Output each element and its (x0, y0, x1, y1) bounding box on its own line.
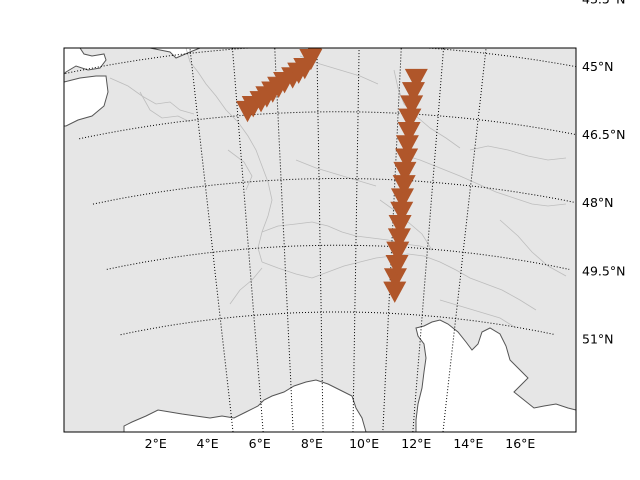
latitude-tick-label: 43.5°N (582, 0, 625, 6)
parallel-line (92, 178, 576, 205)
border-line (229, 267, 263, 305)
border-line (139, 91, 191, 123)
coastline-segment (415, 319, 576, 432)
parallel-line (120, 311, 556, 336)
parallel-line (52, 0, 625, 8)
border-line (227, 149, 253, 191)
border-line (379, 199, 433, 251)
coastline (64, 48, 576, 432)
border-line (499, 219, 567, 277)
longitude-tick-label: 16°E (505, 436, 535, 451)
border-line (469, 145, 567, 161)
mediterranean-sea (124, 380, 366, 432)
border-line (439, 299, 517, 329)
track-marker-triangle (404, 68, 428, 91)
adriatic-sea (416, 320, 576, 432)
border-line (295, 159, 377, 187)
sea-layer (64, 48, 576, 432)
longitude-tick-label: 12°E (401, 436, 431, 451)
track-marker-triangle (307, 48, 323, 62)
longitude-tick-label: 4°E (197, 436, 219, 451)
map-frame (63, 47, 577, 433)
latitude-tick-label: 46.5°N (582, 127, 625, 142)
longitude-tick-label: 10°E (349, 436, 379, 451)
coastline-segment (149, 48, 201, 59)
longitude-tick-label: 14°E (453, 436, 483, 451)
coastline-segment (64, 75, 109, 127)
map-area (52, 0, 625, 432)
coastline-segment (123, 379, 367, 432)
latitude-tick-label: 51°N (582, 332, 614, 347)
latitude-tick-label: 48°N (582, 195, 614, 210)
longitude-labels: 2°E 4°E 6°E 8°E 10°E 12°E 14°E 16°E (145, 436, 536, 451)
longitude-tick-label: 6°E (249, 436, 271, 451)
track-marker-triangle (312, 18, 334, 38)
graticule (52, 0, 625, 432)
bay-of-biscay-sea (64, 76, 108, 126)
coastline-segment (64, 48, 107, 75)
border-line (423, 255, 537, 311)
track-markers (236, 5, 428, 303)
track-marker-triangle (316, 48, 322, 53)
longitude-tick-label: 8°E (301, 436, 323, 451)
latitude-labels: 43.5°N 45°N 46.5°N 48°N 49.5°N 51°N (582, 0, 625, 347)
track-marker-triangle (316, 5, 338, 25)
border-line (109, 77, 195, 115)
longitude-tick-label: 2°E (145, 436, 167, 451)
border-line (185, 48, 273, 263)
latitude-tick-label: 45°N (582, 59, 614, 74)
latitude-tick-label: 49.5°N (582, 263, 625, 278)
